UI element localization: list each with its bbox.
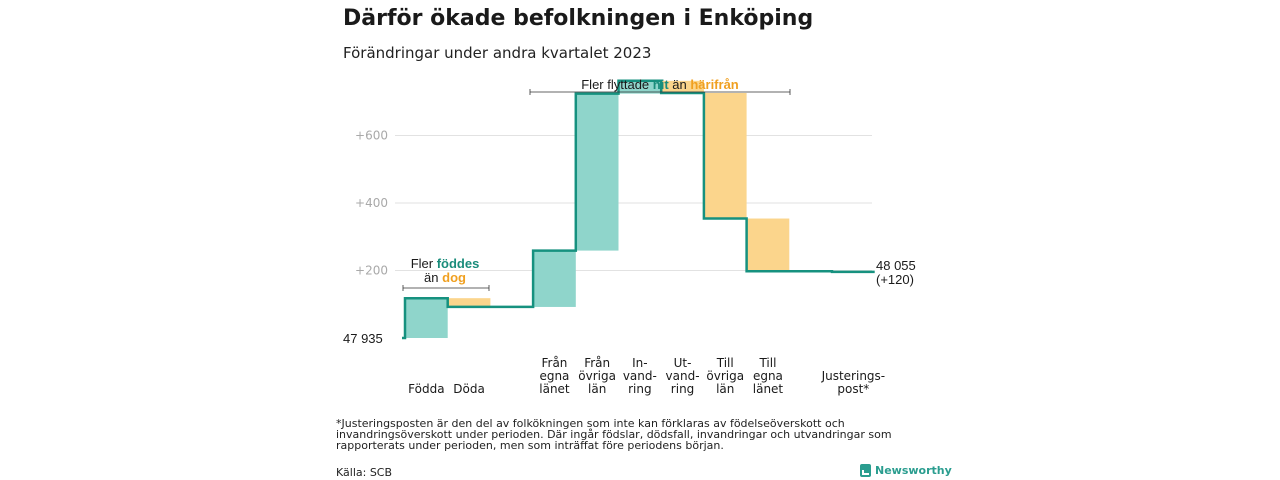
chart-title: Därför ökade befolkningen i Enköping (343, 6, 814, 31)
annotation-text: Fler föddes (411, 256, 480, 271)
y-tick-label: +400 (355, 196, 388, 210)
waterfall-bar (533, 250, 576, 307)
category-label: In- (632, 356, 647, 370)
annotation-segment: hit (653, 77, 670, 92)
waterfall-bar (703, 92, 747, 219)
annotation-segment: föddes (437, 256, 480, 271)
waterfall-bar (575, 93, 619, 251)
grid-layer (395, 135, 872, 271)
end-change-label: (+120) (876, 272, 914, 287)
category-label: länet (753, 382, 784, 396)
category-label: Döda (453, 382, 485, 396)
category-label: Ut- (674, 356, 692, 370)
category-label: Födda (408, 382, 444, 396)
bar-layer (405, 80, 790, 338)
start-value-label: 47 935 (343, 331, 383, 346)
category-label: Till (716, 356, 734, 370)
category-label: egna (753, 369, 783, 383)
waterfall-bar (618, 80, 662, 94)
waterfall-bar (447, 298, 491, 307)
category-label: egna (539, 369, 569, 383)
cumulative-line (402, 79, 875, 340)
category-label: ring (671, 382, 695, 396)
category-label: län (716, 382, 734, 396)
y-tick-label: +200 (355, 264, 388, 278)
category-label: post* (837, 382, 869, 396)
newsworthy-logo-icon (860, 464, 871, 477)
category-label: övriga (706, 369, 744, 383)
annotation-segment: än (669, 77, 691, 92)
annotation-segment: härifrån (690, 77, 738, 92)
category-label: Från (541, 356, 567, 370)
source-label: Källa: SCB (336, 466, 393, 479)
annotation-text: Fler flyttade hit än härifrån (581, 77, 739, 92)
category-label: vand- (623, 369, 657, 383)
chart-subtitle: Förändringar under andra kvartalet 2023 (343, 44, 652, 62)
category-label: ring (628, 382, 652, 396)
y-tick-label: +600 (355, 129, 388, 143)
brand-name: Newsworthy (875, 464, 952, 477)
category-label: övriga (578, 369, 616, 383)
line-layer (402, 79, 875, 340)
annotation-segment: dog (442, 270, 466, 285)
waterfall-bar (405, 298, 448, 338)
category-label: länet (539, 382, 570, 396)
annotation-segment: Fler (411, 256, 437, 271)
annotation-segment: än (424, 270, 442, 285)
category-label: Justerings- (821, 369, 886, 383)
category-label: län (588, 382, 606, 396)
category-label: Till (758, 356, 776, 370)
waterfall-bar (661, 80, 704, 93)
brand-logo: Newsworthy (860, 464, 952, 477)
waterfall-bar (746, 218, 790, 272)
footnote: *Justeringsposten är den del av folkökni… (336, 417, 892, 452)
end-value-label: 48 055 (876, 258, 916, 273)
category-label: Från (584, 356, 610, 370)
annotation-segment: Fler flyttade (581, 77, 653, 92)
annotation-text: än dog (424, 270, 466, 285)
category-label: vand- (666, 369, 700, 383)
